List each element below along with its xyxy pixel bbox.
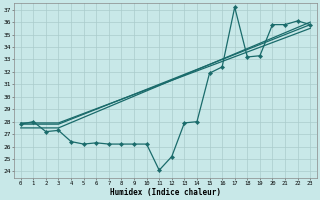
X-axis label: Humidex (Indice chaleur): Humidex (Indice chaleur) bbox=[110, 188, 221, 197]
